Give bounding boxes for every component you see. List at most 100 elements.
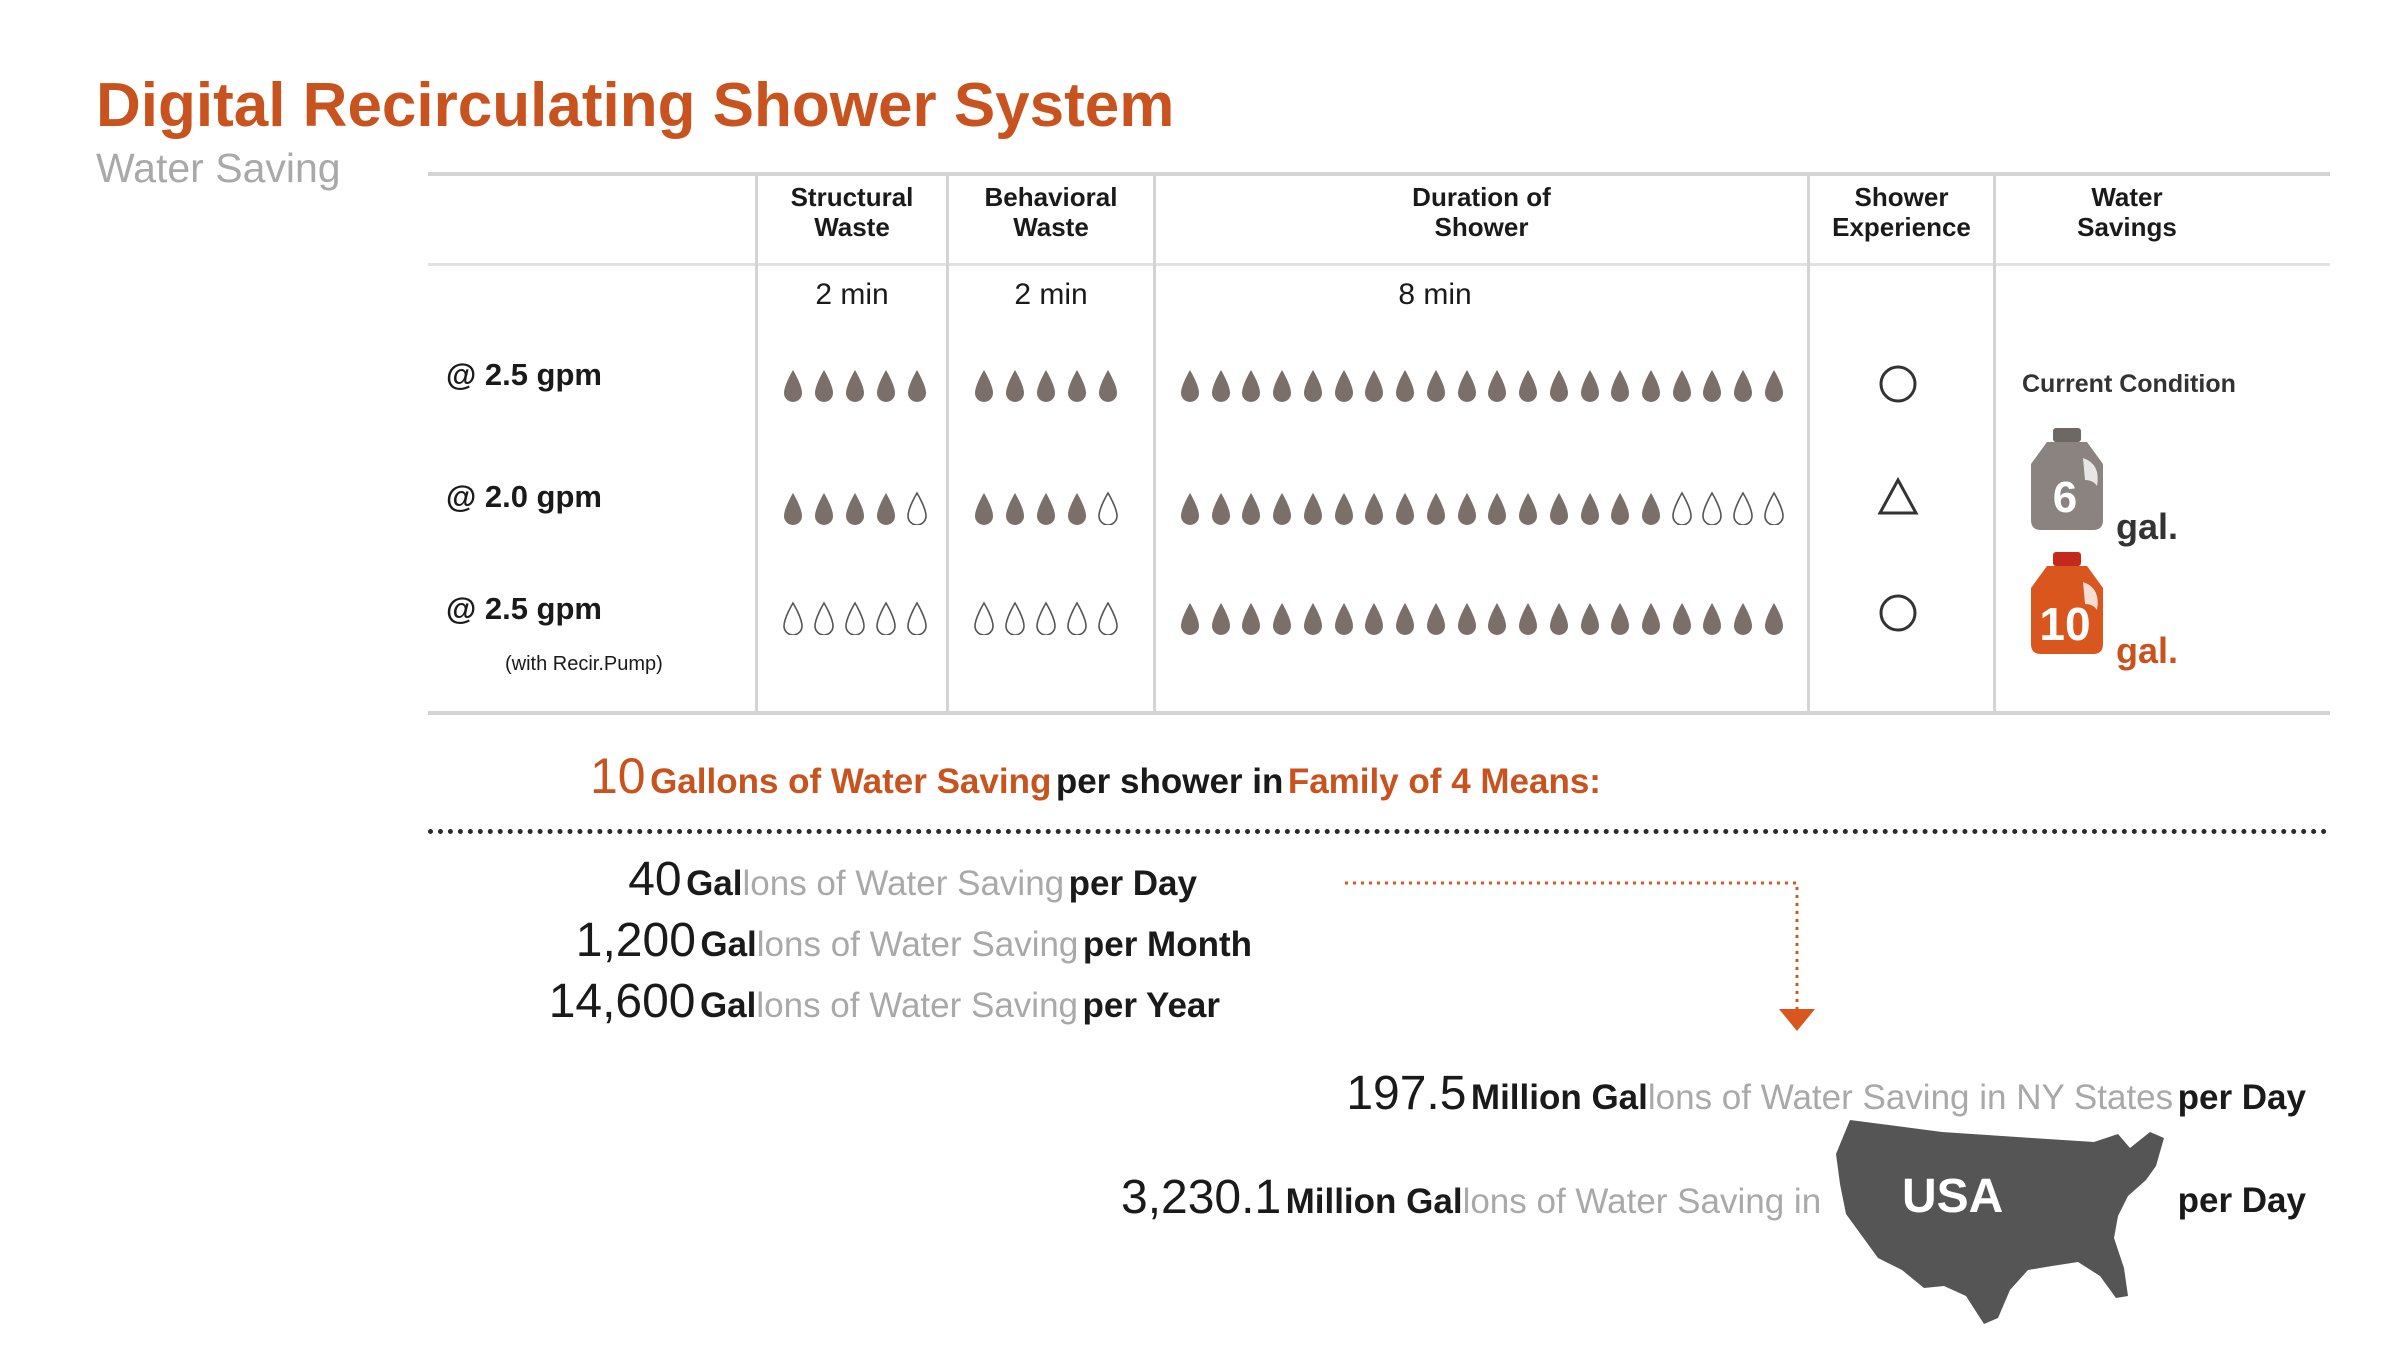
water-drop-icon <box>1273 493 1292 525</box>
water-drop-icon <box>1457 493 1476 525</box>
ny-saving-line: 197.5 Million Gallons of Water Saving in… <box>1346 1066 2306 1121</box>
water-drop-icon <box>1037 370 1055 402</box>
drops-duration <box>1178 591 1786 635</box>
water-drop-icon <box>1519 493 1538 525</box>
table-header-rule <box>428 263 2330 266</box>
ny-mid: Million Gal <box>1470 1078 1648 1117</box>
drops-duration <box>1178 481 1786 525</box>
gallon-jug-icon: 10 <box>2031 552 2103 654</box>
col-divider <box>946 176 949 711</box>
usa-number: 3,230.1 <box>1121 1171 1282 1224</box>
water-drop-outline-icon <box>1702 491 1723 525</box>
stat-number: 40 <box>628 853 682 906</box>
water-drop-icon <box>1211 493 1230 525</box>
water-drop-icon <box>1006 370 1024 402</box>
circle-icon <box>1879 594 1917 632</box>
water-drop-icon <box>1303 493 1322 525</box>
usa-mid: Million Gal <box>1285 1182 1463 1221</box>
water-drop-icon <box>1211 370 1230 402</box>
col-divider <box>1153 176 1156 711</box>
headline-number: 10 <box>590 748 646 804</box>
drops-duration <box>1178 358 1786 402</box>
water-drop-icon <box>1426 493 1445 525</box>
water-drop-outline-icon <box>1036 601 1056 635</box>
water-drop-icon <box>1672 370 1691 402</box>
stat-period: per Month <box>1082 925 1252 964</box>
stat-gal: Gal <box>700 925 757 964</box>
water-drop-icon <box>1211 603 1230 635</box>
structural-minutes: 2 min <box>815 278 889 311</box>
section-divider <box>428 829 2328 834</box>
stat-line: 14,600 Gallons of Water Saving per Year <box>549 974 1220 1029</box>
ny-number: 197.5 <box>1346 1067 1467 1120</box>
col-divider <box>1993 176 1996 711</box>
water-drop-icon <box>815 370 833 402</box>
water-drop-icon <box>975 493 993 525</box>
water-drop-outline-icon <box>907 491 927 525</box>
row-label: @ 2.5 gpm <box>446 357 602 392</box>
row-sublabel: (with Recir.Pump) <box>505 653 663 675</box>
jug-orange-unit: gal. <box>2116 630 2179 671</box>
water-drop-icon <box>1006 493 1024 525</box>
duration-minutes: 8 min <box>1398 278 1472 311</box>
down-arrow-icon <box>1345 881 1815 1031</box>
ny-rest: lons of Water Saving in NY States <box>1647 1078 2174 1117</box>
water-drop-icon <box>1611 493 1630 525</box>
water-drop-outline-icon <box>783 601 803 635</box>
water-drop-icon <box>1334 493 1353 525</box>
water-drop-outline-icon <box>907 601 927 635</box>
water-drop-icon <box>1488 603 1507 635</box>
usa-rest: lons of Water Saving in <box>1462 1182 1822 1221</box>
table-bottom-rule <box>428 711 2330 715</box>
water-drop-icon <box>1580 493 1599 525</box>
water-drop-icon <box>1764 370 1783 402</box>
water-drop-icon <box>1334 603 1353 635</box>
water-drop-icon <box>1068 493 1086 525</box>
jug-grey-unit: gal. <box>2116 506 2179 547</box>
drops-behavioral <box>972 358 1120 402</box>
water-drop-icon <box>1181 370 1199 402</box>
stat-period: per Day <box>1068 864 1197 903</box>
water-drop-icon <box>1519 603 1538 635</box>
water-drop-outline-icon <box>1671 491 1692 525</box>
stat-rest: lons of Water Saving <box>756 986 1079 1025</box>
water-drop-icon <box>1181 603 1199 635</box>
header-structural-waste: Structural Waste <box>790 182 914 242</box>
water-drop-icon <box>1580 603 1599 635</box>
stat-gal: Gal <box>686 864 743 903</box>
usa-map-icon: USA <box>1836 1120 2164 1324</box>
current-condition-label: Current Condition <box>2022 370 2236 398</box>
col-divider <box>1807 176 1810 711</box>
stat-gal: Gal <box>699 986 757 1025</box>
header-duration: Duration of Shower <box>1412 182 1551 242</box>
row-label: @ 2.0 gpm <box>446 479 602 514</box>
header-behavioral-waste: Behavioral Waste <box>984 182 1118 242</box>
water-drop-icon <box>784 493 802 525</box>
water-drop-icon <box>1488 370 1507 402</box>
stat-number: 1,200 <box>575 914 696 967</box>
row-label: @ 2.5 gpm <box>446 591 602 626</box>
triangle-icon <box>1877 476 1919 515</box>
water-drop-icon <box>1519 370 1538 402</box>
water-drop-icon <box>1334 370 1353 402</box>
water-drop-icon <box>1672 603 1691 635</box>
water-drop-outline-icon <box>1098 601 1118 635</box>
water-drop-icon <box>1457 370 1476 402</box>
behavioral-minutes: 2 min <box>1014 278 1088 311</box>
water-drop-icon <box>1396 603 1415 635</box>
drops-structural <box>781 358 929 402</box>
usa-period: per Day <box>2177 1181 2306 1220</box>
stat-line: 1,200 Gallons of Water Saving per Month <box>576 913 1252 968</box>
drops-structural <box>781 481 929 525</box>
water-drop-icon <box>975 370 993 402</box>
water-drop-icon <box>1734 603 1753 635</box>
headline-part1: Gallons of Water Saving <box>650 762 1052 801</box>
water-drop-icon <box>846 370 864 402</box>
water-drop-outline-icon <box>1098 491 1118 525</box>
water-drop-icon <box>1037 493 1055 525</box>
circle-icon <box>1879 365 1917 403</box>
water-drop-icon <box>877 370 895 402</box>
water-drop-icon <box>1242 493 1261 525</box>
water-drop-icon <box>1273 370 1292 402</box>
headline-part2: per shower in <box>1055 762 1284 801</box>
